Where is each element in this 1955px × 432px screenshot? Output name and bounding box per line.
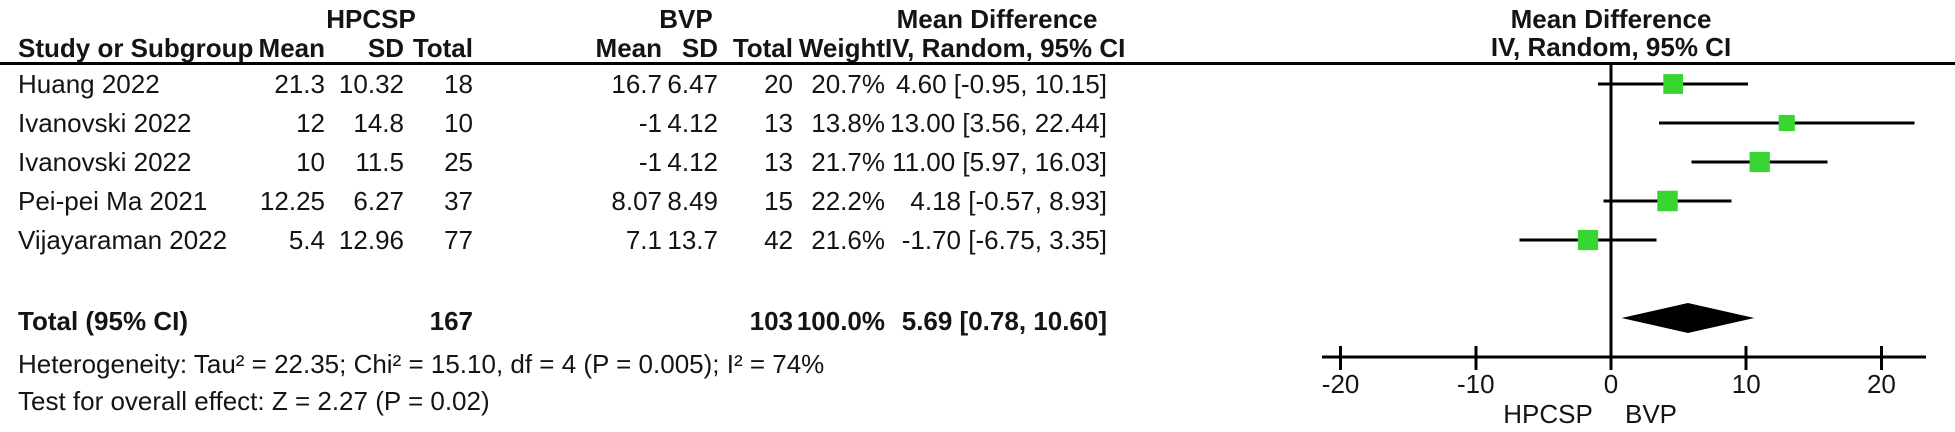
axis-tick-label: -20 <box>1322 369 1360 399</box>
total-weight: 100.0% <box>796 305 885 336</box>
col-sd-1: SD <box>367 32 404 63</box>
axis-tick-label: 20 <box>1867 369 1896 399</box>
effect-marker <box>1657 190 1678 212</box>
plot-title: Mean Difference <box>1510 4 1712 34</box>
ci-text: 4.60 [-0.95, 10.15] <box>895 68 1107 99</box>
study-row: Ivanovski 2022 12 14.8 10 -1 4.12 13 13.… <box>0 104 1120 142</box>
total2-sum: 103 <box>749 305 793 336</box>
total1-value: 77 <box>444 224 473 255</box>
study-row: Huang 2022 21.3 10.32 18 16.7 6.47 20 20… <box>0 65 1120 103</box>
summary-diamond <box>1621 303 1755 333</box>
effect-marker <box>1778 114 1795 132</box>
effect-marker <box>1577 229 1599 251</box>
mean2-value: 16.7 <box>611 68 662 99</box>
study-name: Vijayaraman 2022 <box>18 224 228 255</box>
study-name: Ivanovski 2022 <box>18 146 192 177</box>
mean2-value: -1 <box>638 107 662 138</box>
axis-group-label-right: BVP <box>1625 399 1677 429</box>
weight-value: 13.8% <box>811 107 885 138</box>
group2-title: BVP <box>659 4 713 34</box>
sd2-value: 8.49 <box>667 185 718 216</box>
ci-text: 11.00 [5.97, 16.03] <box>892 146 1107 177</box>
sd2-value: 4.12 <box>667 146 718 177</box>
study-row: Vijayaraman 2022 5.4 12.96 77 7.1 13.7 4… <box>0 221 1120 259</box>
mean2-value: 8.07 <box>611 185 662 216</box>
axis-group-label-left: HPCSP <box>1503 399 1593 429</box>
mean1-value: 10 <box>296 146 325 177</box>
axis-tick-label: 10 <box>1732 369 1761 399</box>
study-name: Huang 2022 <box>18 68 160 99</box>
col-effect-subtitle: IV, Random, 95% CI <box>885 32 1126 63</box>
total1-value: 18 <box>444 68 473 99</box>
study-row: Ivanovski 2022 10 11.5 25 -1 4.12 13 21.… <box>0 143 1120 181</box>
ci-text: 4.18 [-0.57, 8.93] <box>910 185 1107 216</box>
sd2-value: 4.12 <box>667 107 718 138</box>
total2-value: 20 <box>764 68 793 99</box>
study-row: Pei-pei Ma 2021 12.25 6.27 37 8.07 8.49 … <box>0 182 1120 220</box>
total-row: Total (95% CI) 167 103 100.0% 5.69 [0.78… <box>0 302 1120 340</box>
sd1-value: 10.32 <box>338 68 404 99</box>
group1-title: HPCSP <box>326 4 416 34</box>
ci-text: 13.00 [3.56, 22.44] <box>890 107 1107 138</box>
col-weight: Weight <box>798 32 885 63</box>
mean1-value: 12.25 <box>259 185 325 216</box>
total2-value: 13 <box>764 146 793 177</box>
total2-value: 15 <box>764 185 793 216</box>
total2-value: 13 <box>764 107 793 138</box>
weight-value: 20.7% <box>811 68 885 99</box>
total2-value: 42 <box>764 224 793 255</box>
overall-effect-text: Test for overall effect: Z = 2.27 (P = 0… <box>18 385 490 416</box>
study-name: Pei-pei Ma 2021 <box>18 185 208 216</box>
total1-value: 10 <box>444 107 473 138</box>
weight-value: 21.7% <box>811 146 885 177</box>
total1-value: 25 <box>444 146 473 177</box>
study-name: Ivanovski 2022 <box>18 107 192 138</box>
sd2-value: 13.7 <box>667 224 718 255</box>
col-mean-2: Mean <box>595 32 662 63</box>
column-header-row: Study or Subgroup Mean SD Total Mean SD … <box>0 29 1126 67</box>
mean1-value: 5.4 <box>288 224 325 255</box>
sd1-value: 12.96 <box>338 224 404 255</box>
col-study: Study or Subgroup <box>18 32 254 63</box>
sd1-value: 11.5 <box>355 146 404 177</box>
sd1-value: 14.8 <box>353 107 404 138</box>
weight-value: 22.2% <box>811 185 885 216</box>
mean2-value: 7.1 <box>625 224 662 255</box>
total1-value: 37 <box>444 185 473 216</box>
col-sd-2: SD <box>681 32 718 63</box>
col-total-1: Total <box>412 32 473 63</box>
mean2-value: -1 <box>638 146 662 177</box>
sd2-value: 6.47 <box>667 68 718 99</box>
axis-tick-label: -10 <box>1457 369 1495 399</box>
total-ci-text: 5.69 [0.78, 10.60] <box>901 305 1107 336</box>
col-total-2: Total <box>732 32 793 63</box>
plot-subtitle: IV, Random, 95% CI <box>1490 32 1732 62</box>
heterogeneity-text: Heterogeneity: Tau² = 22.35; Chi² = 15.1… <box>18 348 825 379</box>
axis-tick-label: 0 <box>1604 369 1618 399</box>
total-label: Total (95% CI) <box>18 305 188 336</box>
mean1-value: 12 <box>296 107 325 138</box>
effect-marker <box>1663 74 1684 94</box>
mean1-value: 21.3 <box>274 68 325 99</box>
weight-value: 21.6% <box>811 224 885 255</box>
sd1-value: 6.27 <box>353 185 404 216</box>
effect-column-title: Mean Difference <box>896 4 1098 34</box>
col-mean-1: Mean <box>258 32 325 63</box>
total1-sum: 167 <box>429 305 473 336</box>
ci-text: -1.70 [-6.75, 3.35] <box>901 224 1107 255</box>
effect-marker <box>1749 151 1770 173</box>
